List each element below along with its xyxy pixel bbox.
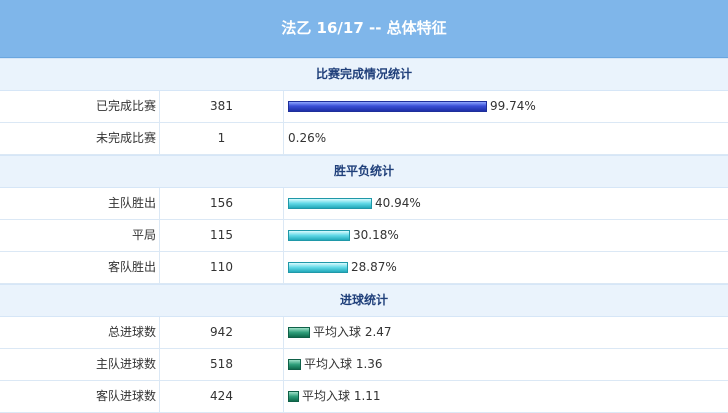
stat-value: 110 bbox=[160, 252, 284, 283]
stat-bar bbox=[288, 359, 301, 370]
stat-value: 115 bbox=[160, 220, 284, 251]
stat-row: 已完成比赛 381 99.74% bbox=[0, 91, 728, 123]
stat-bar-cell: 平均入球 1.36 bbox=[284, 349, 728, 380]
stat-row: 主队进球数 518 平均入球 1.36 bbox=[0, 349, 728, 381]
stat-row: 未完成比赛 1 0.26% bbox=[0, 123, 728, 155]
stat-label: 客队进球数 bbox=[0, 381, 160, 412]
stat-bar-text: 30.18% bbox=[353, 228, 399, 242]
stat-value: 156 bbox=[160, 188, 284, 219]
stat-bar-text: 28.87% bbox=[351, 260, 397, 274]
stat-bar-text: 99.74% bbox=[490, 99, 536, 113]
stat-bar-text: 0.26% bbox=[288, 131, 327, 145]
stat-label: 客队胜出 bbox=[0, 252, 160, 283]
stat-bar-cell: 99.74% bbox=[284, 91, 728, 122]
stat-bar bbox=[288, 262, 348, 273]
section-heading: 胜平负统计 bbox=[0, 155, 728, 188]
stat-row: 客队进球数 424 平均入球 1.11 bbox=[0, 381, 728, 413]
stat-row: 主队胜出 156 40.94% bbox=[0, 188, 728, 220]
stat-value: 381 bbox=[160, 91, 284, 122]
stat-bar bbox=[288, 101, 487, 112]
stat-value: 518 bbox=[160, 349, 284, 380]
stat-bar-text: 平均入球 1.11 bbox=[302, 389, 381, 403]
page-title: 法乙 16/17 -- 总体特征 bbox=[0, 0, 728, 58]
stat-row: 客队胜出 110 28.87% bbox=[0, 252, 728, 284]
stat-bar-cell: 平均入球 1.11 bbox=[284, 381, 728, 412]
stat-label: 平局 bbox=[0, 220, 160, 251]
stat-bar-text: 平均入球 2.47 bbox=[313, 325, 392, 339]
stat-label: 已完成比赛 bbox=[0, 91, 160, 122]
stat-bar bbox=[288, 230, 350, 241]
stat-bar bbox=[288, 198, 372, 209]
stat-row: 平局 115 30.18% bbox=[0, 220, 728, 252]
stat-bar bbox=[288, 327, 310, 338]
stat-bar-cell: 30.18% bbox=[284, 220, 728, 251]
section-heading: 进球统计 bbox=[0, 284, 728, 317]
stat-label: 总进球数 bbox=[0, 317, 160, 348]
section-heading: 比赛完成情况统计 bbox=[0, 58, 728, 91]
stat-value: 942 bbox=[160, 317, 284, 348]
stat-value: 1 bbox=[160, 123, 284, 154]
stat-bar-text: 平均入球 1.36 bbox=[304, 357, 383, 371]
stat-bar-cell: 28.87% bbox=[284, 252, 728, 283]
stat-row: 总进球数 942 平均入球 2.47 bbox=[0, 317, 728, 349]
stat-label: 主队进球数 bbox=[0, 349, 160, 380]
stat-bar-cell: 0.26% bbox=[284, 123, 728, 154]
stat-value: 424 bbox=[160, 381, 284, 412]
stats-table: 比赛完成情况统计 已完成比赛 381 99.74% 未完成比赛 1 0.26% 胜平负统计 主队… bbox=[0, 58, 728, 413]
stat-bar-text: 40.94% bbox=[375, 196, 421, 210]
stat-label: 主队胜出 bbox=[0, 188, 160, 219]
stat-bar-cell: 平均入球 2.47 bbox=[284, 317, 728, 348]
stat-bar bbox=[288, 391, 299, 402]
stat-bar-cell: 40.94% bbox=[284, 188, 728, 219]
stat-label: 未完成比赛 bbox=[0, 123, 160, 154]
